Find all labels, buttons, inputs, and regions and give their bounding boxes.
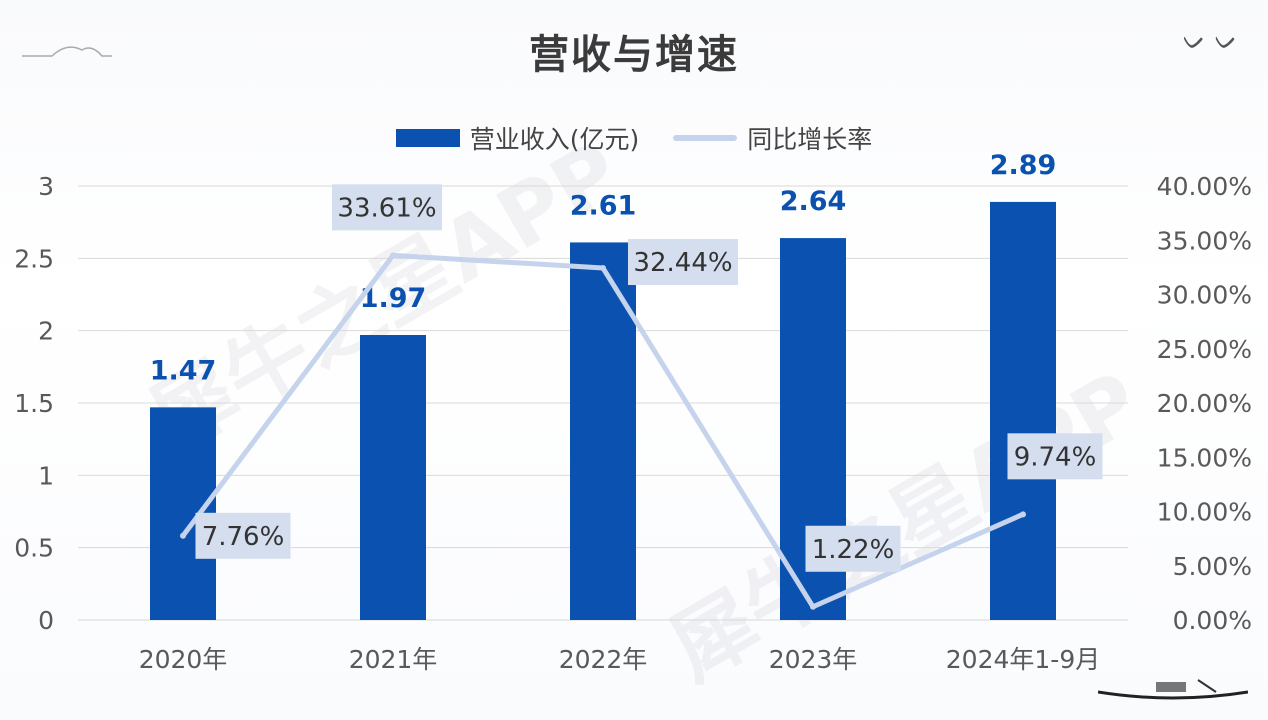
y-right-tick-label: 40.00%: [1157, 172, 1252, 201]
y-left-tick-label: 2.5: [14, 244, 54, 273]
y-left-tick-label: 2: [38, 317, 54, 346]
y-left-tick-label: 1: [38, 461, 54, 490]
y-right-tick-label: 5.00%: [1173, 552, 1252, 581]
bar-value-label: 1.47: [150, 355, 217, 386]
legend-swatch-bar: [395, 129, 460, 147]
growth-value-label: 33.61%: [337, 193, 436, 223]
growth-value-label: 1.22%: [812, 535, 895, 565]
line-point: [180, 532, 186, 539]
x-tick-label: 2022年: [559, 645, 648, 674]
x-tick-label: 2020年: [139, 645, 228, 674]
boat-decoration-icon: [1098, 679, 1248, 700]
y-right-tick-label: 0.00%: [1173, 606, 1252, 635]
y-right-tick-label: 10.00%: [1157, 498, 1252, 527]
y-left-tick-label: 3: [38, 172, 54, 201]
bar-value-label: 2.89: [990, 150, 1057, 181]
y-left-tick-label: 0.5: [14, 534, 54, 563]
bar: [570, 242, 636, 621]
legend-swatch-line: [673, 135, 738, 141]
x-tick-label: 2021年: [349, 645, 438, 674]
x-tick-label: 2023年: [769, 645, 858, 674]
bar-value-label: 2.61: [570, 190, 637, 221]
growth-value-label: 7.76%: [202, 522, 285, 552]
growth-value-label: 32.44%: [633, 248, 732, 278]
mountain-decoration-icon: [22, 46, 112, 57]
growth-label-box: [805, 525, 901, 572]
y-right-tick-label: 35.00%: [1157, 226, 1252, 255]
growth-label-box: [1007, 433, 1103, 480]
y-right-tick-label: 15.00%: [1157, 443, 1252, 472]
y-left-tick-label: 1.5: [14, 389, 54, 418]
line-point: [810, 603, 816, 610]
growth-value-label: 9.74%: [1014, 442, 1097, 472]
growth-label-box: [332, 184, 442, 231]
y-right-tick-label: 20.00%: [1157, 389, 1252, 418]
bar: [990, 201, 1056, 620]
legend-label-revenue: 营业收入(亿元): [469, 125, 640, 154]
bar-value-label: 2.64: [780, 186, 847, 217]
x-tick-label: 2024年1-9月: [946, 645, 1100, 674]
y-right-tick-label: 30.00%: [1157, 281, 1252, 310]
y-right-tick-label: 25.00%: [1157, 335, 1252, 364]
bar: [360, 335, 426, 620]
y-left-tick-label: 0: [38, 606, 54, 635]
legend: 营业收入(亿元) 同比增长率: [0, 118, 1268, 158]
birds-decoration-icon: ᨆ ᨆ: [1182, 26, 1238, 56]
growth-label-box: [628, 239, 738, 286]
legend-label-growth: 同比增长率: [747, 125, 873, 154]
legend-item-growth: 同比增长率: [673, 120, 872, 156]
legend-item-revenue: 营业收入(亿元): [395, 120, 640, 156]
chart-title: 营收与增速: [529, 32, 739, 78]
growth-label-box: [195, 512, 291, 559]
line-point: [1020, 511, 1026, 518]
line-point: [600, 265, 606, 272]
line-point: [390, 252, 396, 259]
